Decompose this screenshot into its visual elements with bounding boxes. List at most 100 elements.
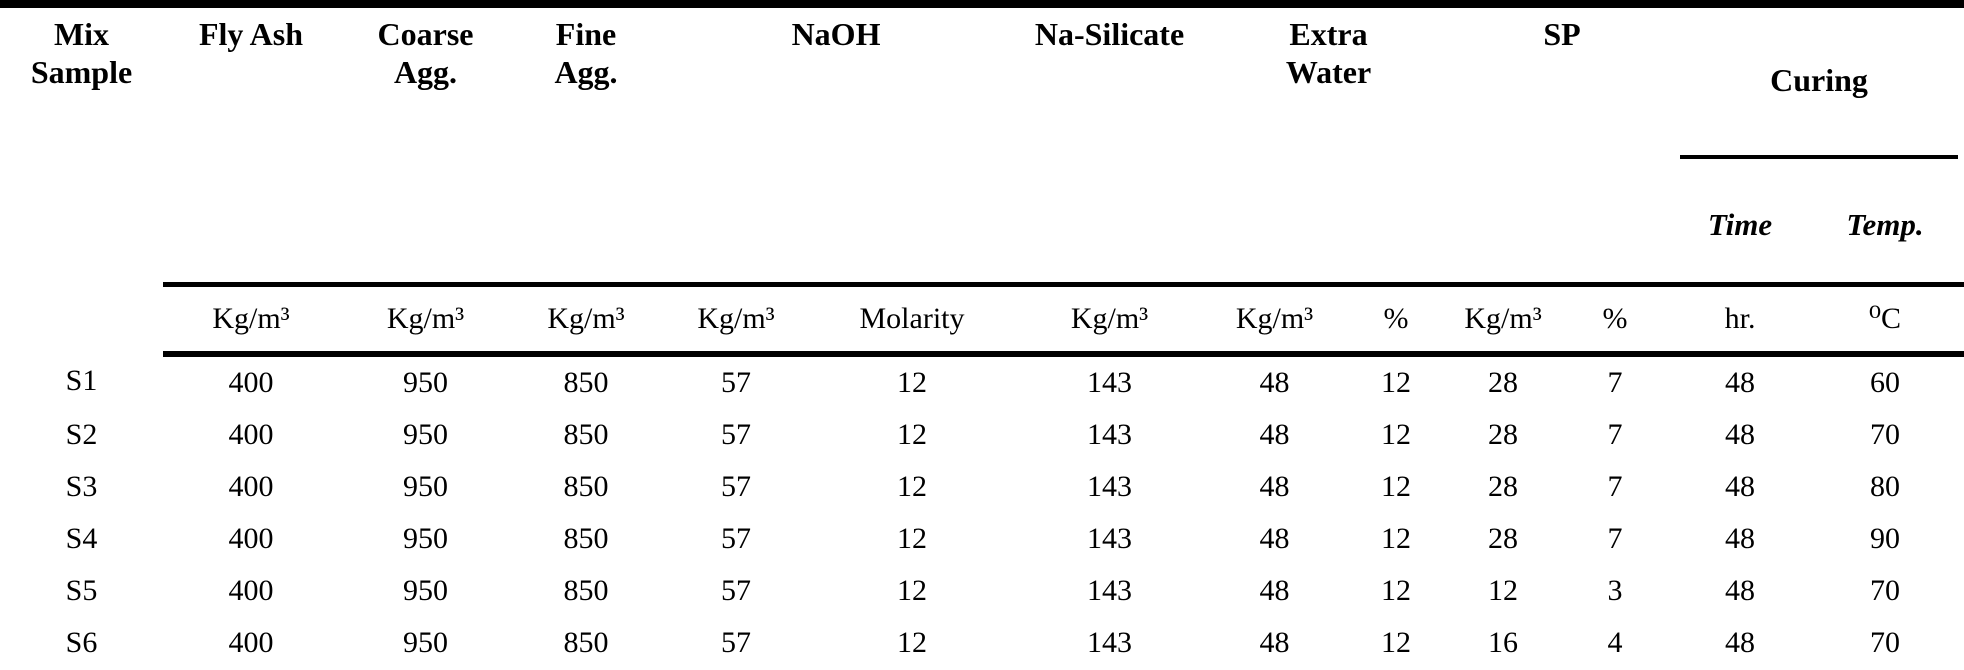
header-curing: Curing [1770, 61, 1868, 98]
data-cell: 400 [228, 625, 274, 659]
header-coarse-agg: Coarse Agg. [339, 4, 512, 287]
data-cell: 12 [1488, 573, 1519, 607]
row-label: S3 [65, 469, 98, 503]
data-cell: 80 [1870, 469, 1901, 503]
data-cell: 7 [1607, 365, 1623, 399]
data-cell: 12 [897, 469, 927, 503]
unit-naoh-molarity: Molarity [812, 284, 1013, 357]
data-cell: 48 [1259, 417, 1290, 451]
data-cell: 57 [721, 469, 751, 503]
header-extra-water: Extra Water [1207, 4, 1451, 287]
data-cell: 12 [897, 521, 927, 555]
data-cell: 12 [1381, 521, 1412, 555]
data-cell: 57 [721, 573, 751, 607]
data-cell: 90 [1870, 521, 1901, 555]
header-mix-sample: Mix Sample [30, 16, 133, 90]
row-label: S1 [65, 364, 98, 398]
unit-coarse-agg: Kg/m³ [339, 284, 512, 357]
data-cell: 400 [228, 365, 274, 399]
data-cell: 12 [1381, 573, 1412, 607]
data-cell: 48 [1725, 625, 1756, 659]
data-cell: 70 [1870, 417, 1901, 451]
table-body: S1 400 950 850 57 12 143 48 12 28 7 48 60 S2 400 950 850… [0, 354, 1964, 670]
header-fine-agg: Fine Agg. [512, 4, 660, 287]
data-cell: 48 [1725, 469, 1756, 503]
data-cell: 950 [403, 521, 448, 555]
data-cell: 950 [403, 573, 448, 607]
data-cell: 48 [1725, 365, 1756, 399]
data-cell: 12 [1381, 417, 1412, 451]
data-cell: 850 [563, 469, 609, 503]
data-cell: 12 [897, 573, 927, 607]
unit-sp-pct: % [1556, 284, 1675, 357]
data-cell: 7 [1607, 469, 1623, 503]
table-row: S6 400 950 850 57 12 143 48 12 16 4 48 70 [0, 617, 1964, 669]
unit-fly-ash: Kg/m³ [163, 284, 339, 357]
data-cell: 143 [1087, 625, 1133, 659]
data-cell: 850 [563, 521, 609, 555]
curing-underline [1679, 154, 1959, 159]
table-row: S5 400 950 850 57 12 143 48 12 12 3 48 70 [0, 565, 1964, 617]
unit-fine-agg: Kg/m³ [512, 284, 660, 357]
data-cell: 950 [403, 365, 448, 399]
data-cell: 57 [721, 625, 751, 659]
data-cell: 3 [1607, 573, 1623, 607]
data-cell: 12 [1381, 469, 1412, 503]
row-label: S6 [65, 625, 98, 659]
data-cell: 7 [1607, 521, 1623, 555]
data-cell: 57 [721, 417, 751, 451]
units-row: Kg/m³ Kg/m³ Kg/m³ Kg/m³ Molarity Kg/m³ K… [0, 284, 1964, 357]
data-cell: 143 [1087, 573, 1133, 607]
table-row: S1 400 950 850 57 12 143 48 12 28 7 48 60 [0, 354, 1964, 409]
data-cell: 143 [1087, 365, 1133, 399]
header-fly-ash: Fly Ash [163, 4, 339, 287]
data-cell: 48 [1259, 625, 1290, 659]
data-cell: 7 [1607, 417, 1623, 451]
data-cell: 12 [897, 625, 927, 659]
data-cell: 143 [1087, 469, 1133, 503]
data-cell: 70 [1870, 573, 1901, 607]
data-cell: 48 [1259, 469, 1290, 503]
unit-na-silicate: Kg/m³ [1012, 284, 1208, 357]
data-cell: 950 [403, 417, 448, 451]
subheader-time: Time [1707, 207, 1773, 243]
row-label: S5 [65, 573, 98, 607]
data-cell: 48 [1259, 521, 1290, 555]
unit-sp-kg: Kg/m³ [1450, 284, 1557, 357]
data-cell: 400 [228, 469, 274, 503]
data-cell: 850 [563, 573, 609, 607]
header-sp: SP [1450, 4, 1675, 287]
unit-empty [0, 284, 163, 354]
data-cell: 850 [563, 625, 609, 659]
unit-naoh-kg: Kg/m³ [660, 284, 812, 357]
data-cell: 57 [721, 521, 751, 555]
data-cell: 950 [403, 625, 448, 659]
curing-subheaders: Time Temp. [1674, 207, 1964, 244]
row-label: S4 [65, 521, 98, 555]
data-cell: 57 [721, 365, 751, 399]
data-cell: 16 [1488, 625, 1519, 659]
data-cell: 4 [1607, 625, 1623, 659]
unit-extra-water-pct: % [1342, 284, 1451, 357]
data-cell: 400 [228, 573, 274, 607]
unit-curing-temp: ⁰C [1806, 284, 1964, 357]
header-naoh: NaOH [660, 4, 1013, 287]
data-cell: 143 [1087, 417, 1133, 451]
data-cell: 850 [563, 417, 609, 451]
data-cell: 400 [228, 417, 274, 451]
data-cell: 143 [1087, 521, 1133, 555]
data-cell: 48 [1725, 573, 1756, 607]
data-cell: 48 [1725, 417, 1756, 451]
unit-extra-water-kg: Kg/m³ [1207, 284, 1343, 357]
header-curing-group: Curing Time Temp. [1674, 4, 1964, 287]
unit-curing-time: hr. [1674, 284, 1807, 357]
data-cell: 400 [228, 521, 274, 555]
data-cell: 28 [1488, 469, 1519, 503]
data-cell: 48 [1259, 365, 1290, 399]
data-cell: 70 [1870, 625, 1901, 659]
data-cell: 850 [563, 365, 609, 399]
data-cell: 28 [1488, 521, 1519, 555]
data-cell: 60 [1870, 365, 1901, 399]
table-row: S4 400 950 850 57 12 143 48 12 28 7 48 90 [0, 513, 1964, 565]
